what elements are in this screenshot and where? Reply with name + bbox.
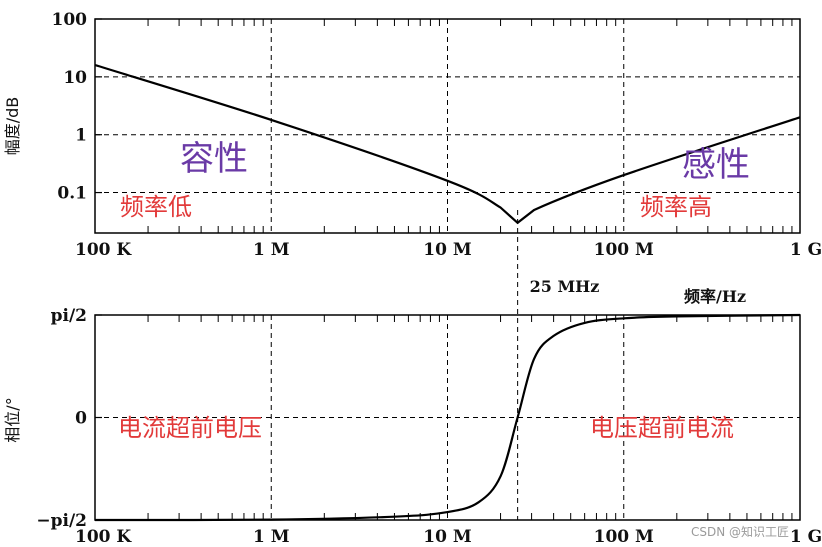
magnitude-x-tick-label: 10 M <box>423 240 472 260</box>
magnitude-y-tick-label: 0.1 <box>57 184 87 204</box>
magnitude-x-tick-label: 1 M <box>253 240 290 260</box>
magnitude-y-tick-label: 10 <box>63 68 87 88</box>
magnitude-ticks: 100 K 1 M 10 M 100 M 1 G 100 10 1 0.1 <box>52 10 822 260</box>
phase-x-tick-label: 100 K <box>75 527 132 547</box>
magnitude-y-tick-label: 100 <box>52 10 88 30</box>
voltage-leads-label: 电压超前电流 <box>590 414 734 442</box>
phase-x-tick-label: 10 M <box>423 527 472 547</box>
phase-ylabel: 相位/° <box>3 397 22 442</box>
phase-y-tick-label: pi/2 <box>51 306 87 326</box>
phase-x-tick-label: 1 M <box>253 527 290 547</box>
phase-x-tick-label: 1 G <box>790 527 822 547</box>
frequency-axis-title: 频率/Hz <box>684 287 746 306</box>
inductive-label: 感性 <box>682 145 750 185</box>
high-frequency-label: 频率高 <box>640 193 712 221</box>
phase-x-tick-label: 100 M <box>594 527 654 547</box>
phase-ticks: 100 K 1 M 10 M 100 M 1 G pi/2 0 −pi/2 <box>36 306 822 547</box>
phase-y-tick-label: −pi/2 <box>36 511 87 531</box>
magnitude-x-tick-label: 100 M <box>594 240 654 260</box>
capacitive-label: 容性 <box>180 139 248 179</box>
current-leads-label: 电流超前电压 <box>118 414 262 442</box>
phase-panel: 100 K 1 M 10 M 100 M 1 G pi/2 0 −pi/2 相位/° 频率/H… <box>3 287 822 547</box>
magnitude-ylabel: 幅度/dB <box>3 97 22 156</box>
phase-y-tick-label: 0 <box>75 409 87 429</box>
phase-curve <box>94 313 801 522</box>
magnitude-panel: 100 K 1 M 10 M 100 M 1 G 100 10 1 0.1 幅度/dB 容性 感… <box>3 10 822 260</box>
phase-grid <box>95 315 800 520</box>
magnitude-x-tick-label: 1 G <box>790 240 822 260</box>
resonance-label: 25 MHz <box>530 277 600 296</box>
low-frequency-label: 频率低 <box>120 193 192 221</box>
magnitude-curve <box>94 63 801 225</box>
watermark: CSDN @知识工匠 <box>691 525 789 539</box>
magnitude-x-tick-label: 100 K <box>75 240 132 260</box>
magnitude-y-tick-label: 1 <box>75 126 87 146</box>
magnitude-grid <box>95 19 800 233</box>
